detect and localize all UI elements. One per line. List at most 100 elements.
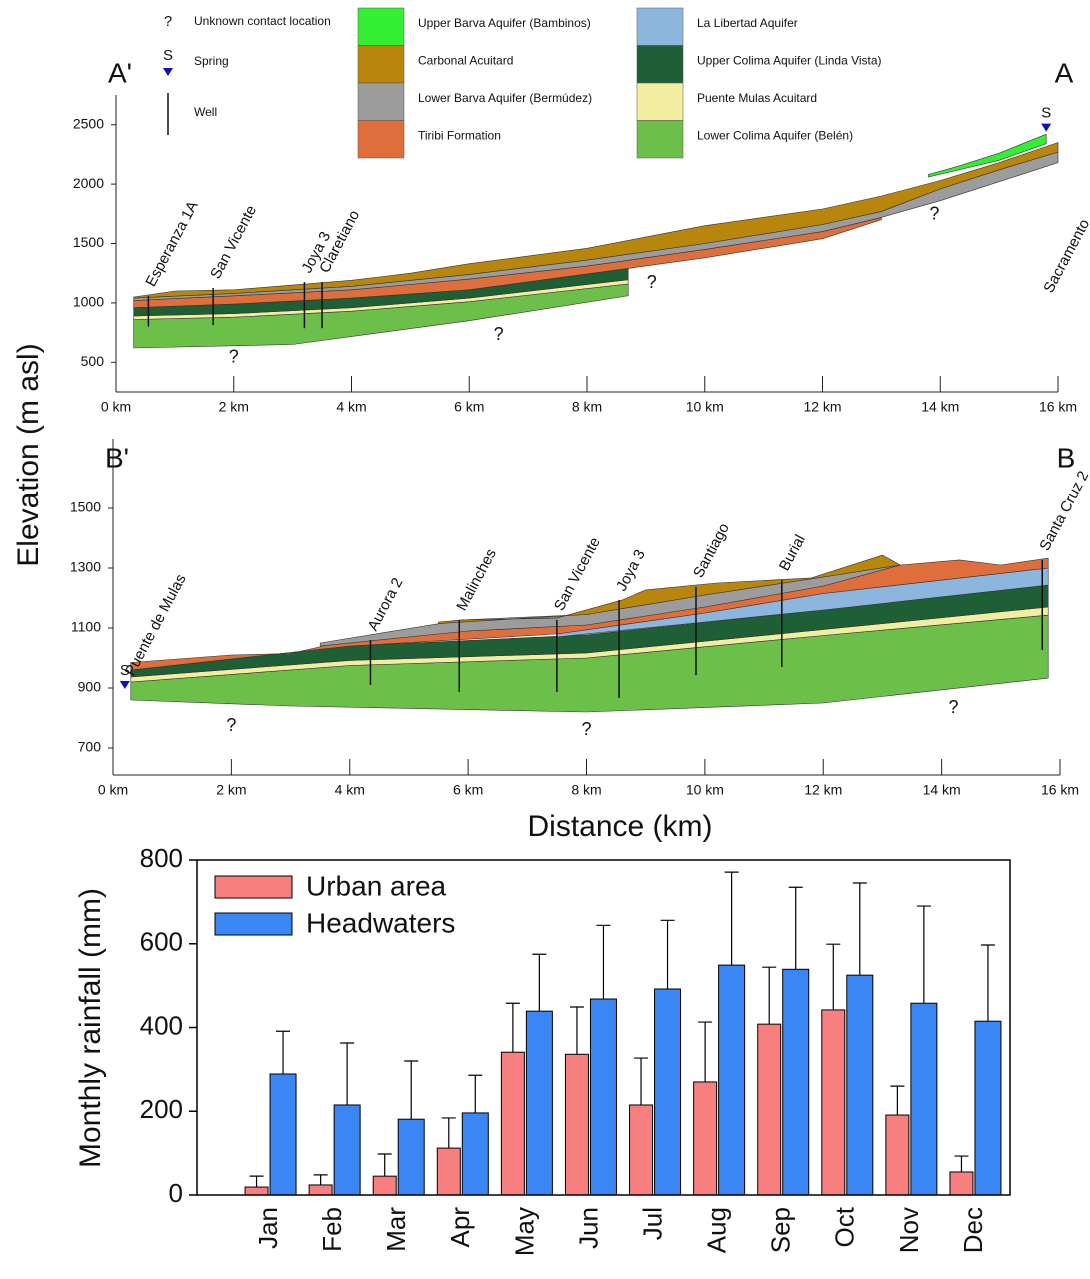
y-tick-label: 500 — [81, 353, 105, 369]
y-axis-title: Elevation (m asl) — [12, 343, 45, 566]
x-tick-label: Sep — [766, 1207, 796, 1253]
error-bar — [698, 1021, 713, 1082]
x-tick-label: 0 km — [101, 399, 131, 415]
section-start-label: B' — [105, 442, 129, 473]
x-tick-label: Jun — [573, 1207, 603, 1249]
bar — [461, 1112, 489, 1196]
legend-label: Unknown contact location — [194, 14, 331, 28]
legend-label: Tiribi Formation — [418, 129, 501, 143]
unknown-contact: ? — [581, 719, 591, 739]
error-bar — [569, 1006, 584, 1055]
legend-swatch — [357, 45, 405, 84]
legend-label: Headwaters — [306, 907, 455, 938]
error-bar — [532, 953, 547, 1012]
geologic-layer — [928, 133, 1047, 178]
geologic-layer — [133, 142, 1059, 299]
x-tick-label: 16 km — [1041, 782, 1079, 798]
error-bar — [377, 1153, 392, 1177]
x-tick-label: Feb — [317, 1207, 347, 1252]
x-tick-label: 8 km — [572, 399, 602, 415]
y-tick-label: 800 — [140, 843, 183, 873]
geologic-layer — [130, 584, 1049, 678]
legend-swatch — [636, 7, 684, 46]
section-end-label: B — [1057, 442, 1076, 473]
unknown-contact: ? — [229, 346, 239, 366]
plot-frame — [196, 859, 1011, 1196]
site-label: Sacramento — [1040, 216, 1090, 295]
y-tick-label: 1300 — [70, 559, 101, 575]
x-tick-label: 10 km — [686, 399, 724, 415]
bar — [333, 1104, 361, 1196]
bar — [244, 1186, 269, 1196]
bar — [846, 974, 874, 1196]
unknown-contact: ? — [226, 715, 236, 735]
error-bar — [404, 1060, 419, 1120]
site-label: Aurora 2 — [364, 575, 406, 634]
unknown-contact: ? — [494, 324, 504, 344]
y-tick-label: 1500 — [73, 234, 104, 250]
legend-label: Lower Colima Aquifer (Belén) — [697, 129, 853, 143]
spring-marker — [1041, 123, 1052, 132]
site-label: Joya 3 — [613, 547, 649, 594]
error-bar — [788, 886, 803, 970]
geologic-layer — [438, 554, 902, 624]
legend-swatch — [214, 912, 293, 936]
legend-spring-marker — [163, 68, 173, 76]
spring-symbol: S — [1041, 105, 1051, 122]
x-tick-label: Jul — [637, 1207, 667, 1240]
x-tick-label: Oct — [830, 1206, 860, 1247]
legend-label: La Libertad Aquifer — [697, 16, 798, 30]
legend-label: Spring — [194, 54, 229, 68]
x-tick-label: Apr — [445, 1207, 475, 1248]
legend-label: Well — [194, 105, 217, 119]
spring-symbol: S — [120, 662, 130, 679]
legend-symbol: S — [163, 47, 173, 64]
bar — [436, 1147, 461, 1196]
x-tick-label: 16 km — [1039, 399, 1077, 415]
error-bar — [954, 1155, 969, 1172]
bar — [308, 1184, 333, 1196]
unknown-contact: ? — [929, 204, 939, 224]
legend-swatch — [636, 82, 684, 121]
y-tick-label: 0 — [169, 1178, 183, 1208]
x-tick-label: 4 km — [336, 399, 366, 415]
error-bar — [634, 1057, 649, 1105]
legend-label: Upper Barva Aquifer (Bambinos) — [418, 16, 591, 30]
legend-swatch — [357, 120, 405, 159]
legend-swatch — [214, 875, 293, 899]
y-tick-label: 1100 — [71, 619, 101, 635]
legend-symbol: ? — [164, 13, 172, 30]
x-tick-label: 2 km — [219, 399, 249, 415]
y-tick-label: 2000 — [73, 175, 104, 191]
x-tick-label: 14 km — [923, 782, 961, 798]
site-label: San Vicente — [551, 534, 604, 613]
legend-swatch — [636, 120, 684, 159]
error-bar — [596, 924, 611, 1000]
x-tick-label: 2 km — [216, 782, 246, 798]
error-bar — [890, 1085, 905, 1116]
bar — [589, 998, 617, 1196]
x-tick-label: Dec — [958, 1207, 988, 1253]
error-bar — [441, 1117, 456, 1149]
x-tick-label: Jan — [253, 1207, 283, 1249]
error-bar — [980, 944, 995, 1022]
x-tick-label: 0 km — [98, 782, 128, 798]
error-bar — [660, 919, 675, 989]
bar — [718, 964, 746, 1196]
bar — [397, 1118, 425, 1196]
x-tick-label: 10 km — [686, 782, 724, 798]
error-bar — [249, 1175, 264, 1188]
site-label: Santiago — [690, 520, 733, 580]
error-bar — [313, 1174, 328, 1185]
y-tick-label: 400 — [140, 1010, 183, 1040]
x-tick-label: 14 km — [921, 399, 959, 415]
error-bar — [468, 1074, 483, 1113]
bar — [693, 1081, 718, 1196]
y-tick-label: 700 — [78, 739, 102, 755]
x-tick-label: 12 km — [803, 399, 841, 415]
y-tick-label: 600 — [140, 927, 183, 957]
bar — [910, 1002, 938, 1196]
site-label: Santa Cruz 2 — [1036, 468, 1090, 553]
section-start-label: A' — [108, 57, 132, 88]
